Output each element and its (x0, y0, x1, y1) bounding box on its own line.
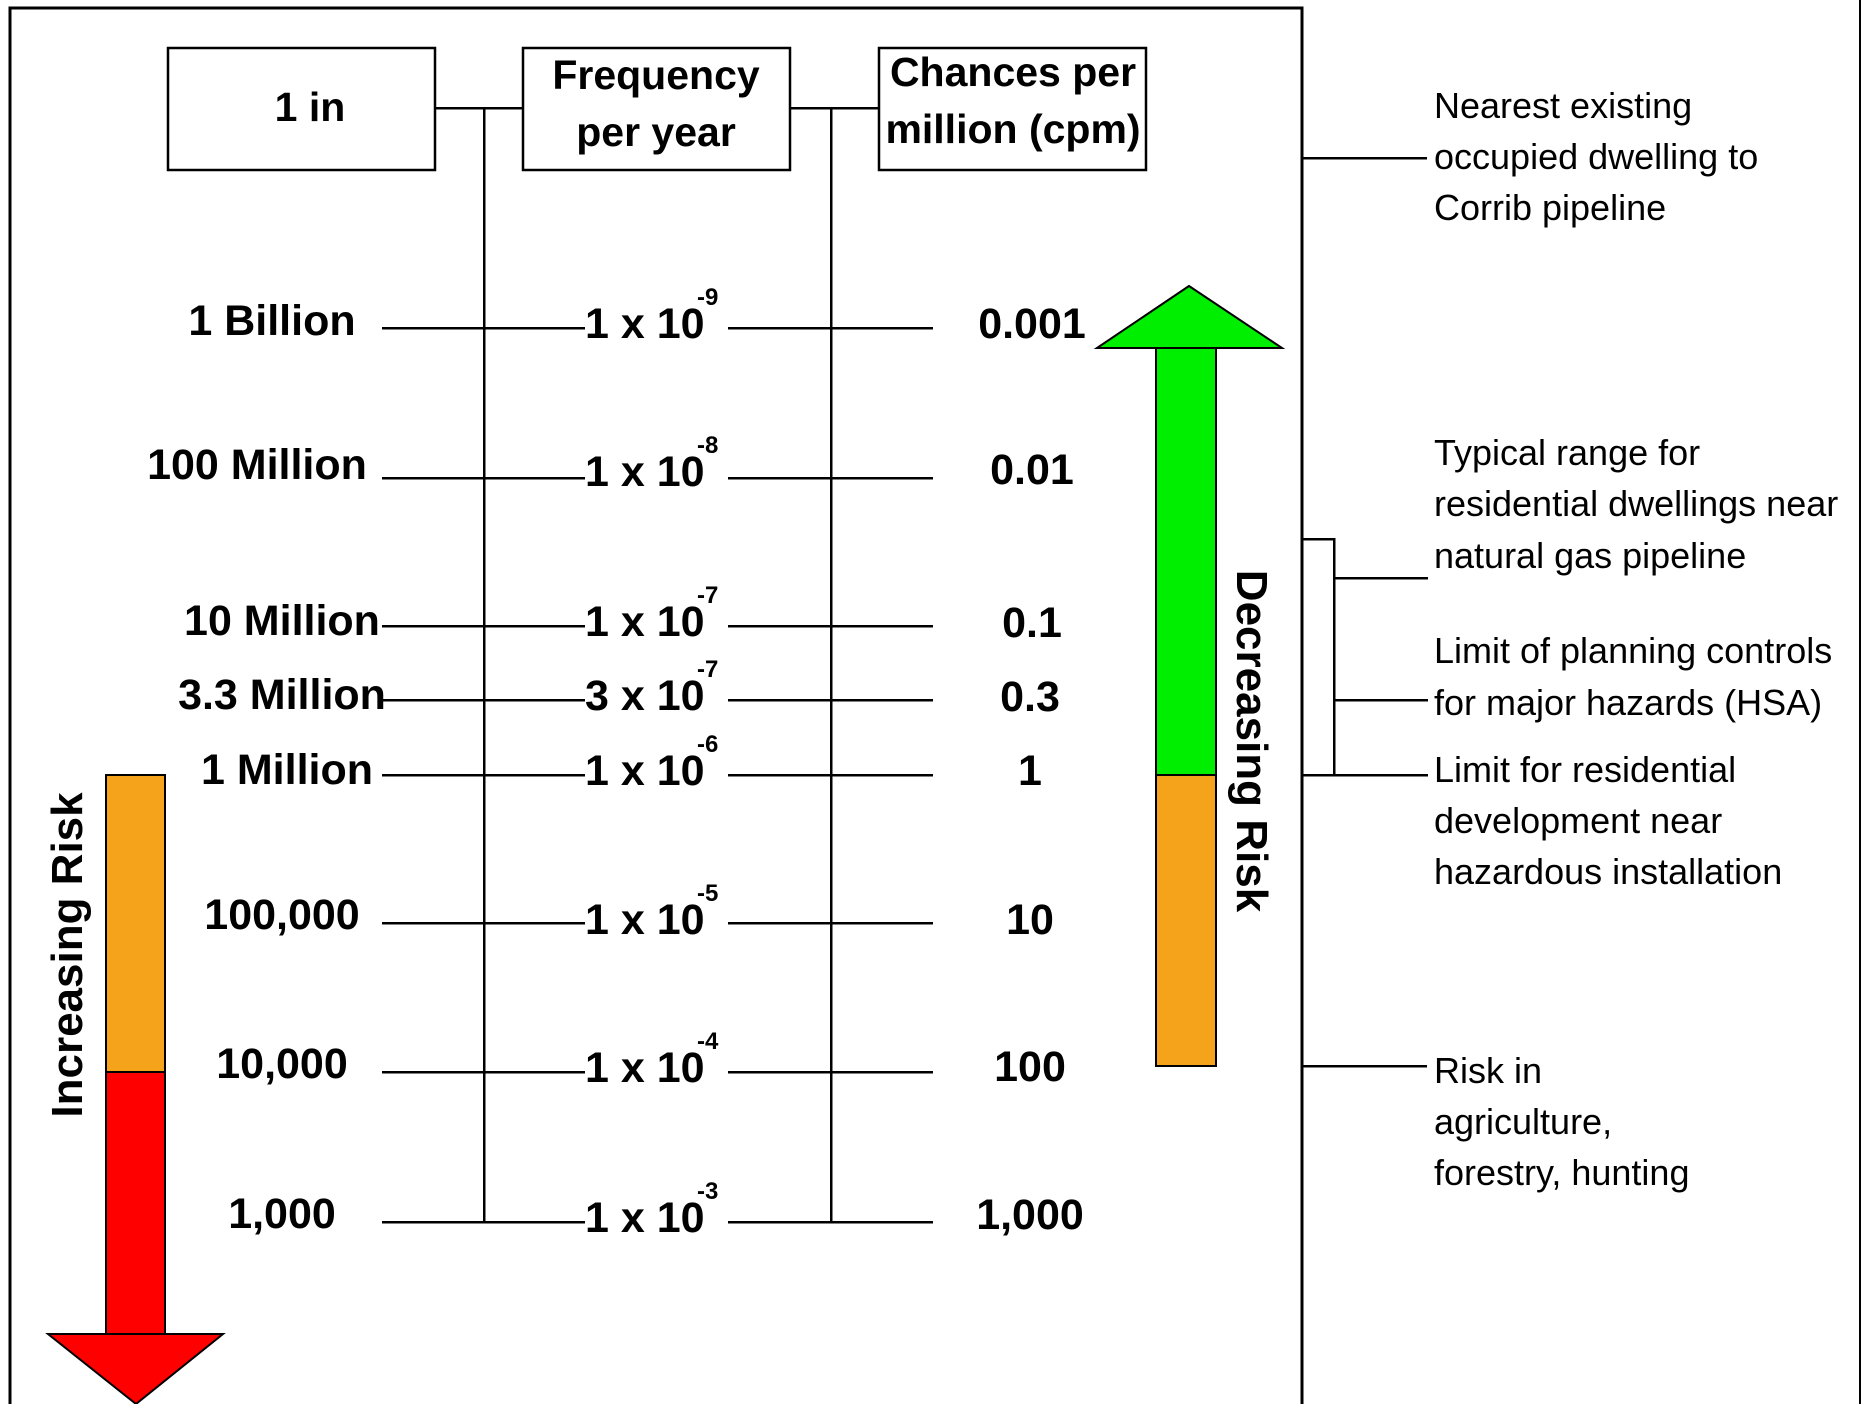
row-frequency-exponent: -7 (697, 582, 718, 609)
row-cpm-value: 1 (1018, 747, 1042, 795)
annotation-line: hazardous installation (1434, 851, 1782, 892)
header-cpm-line2: million (cpm) (885, 106, 1140, 152)
row-cpm-value: 100 (994, 1043, 1066, 1091)
row-frequency-base: 1 x 10 (585, 448, 705, 496)
scale-row: 1,000 1 x 10 -3 1,000 (228, 1178, 1084, 1242)
scale-row: 3.3 Million 3 x 10 -7 0.3 (178, 656, 1060, 721)
scale-row: 10 Million 1 x 10 -7 0.1 (184, 582, 1062, 647)
row-one-in-label: 1,000 (228, 1190, 336, 1238)
header-box-frequency (521, 46, 792, 172)
scale-row: 10,000 1 x 10 -4 100 (216, 1028, 1066, 1092)
header-frequency-line2: per year (576, 109, 736, 155)
scale-row: 100 Million 1 x 10 -8 0.01 (147, 432, 1074, 496)
row-frequency-exponent: -9 (697, 284, 718, 311)
row-frequency-exponent: -5 (697, 880, 718, 907)
annotation-residential-limit: Limit for residential development near h… (1434, 749, 1782, 892)
decreasing-risk-arrow (1093, 284, 1286, 1067)
row-frequency-base: 1 x 10 (585, 1194, 705, 1242)
increasing-arrow-red-segment (105, 1071, 166, 1335)
annotation-line: agriculture, (1434, 1101, 1612, 1142)
scale-panel-frame (8, 6, 1304, 1404)
row-frequency-base: 1 x 10 (585, 300, 705, 348)
annotation-nearest-dwelling: Nearest existing occupied dwelling to Co… (1434, 85, 1758, 228)
row-frequency-exponent: -3 (697, 1178, 718, 1205)
row-one-in-label: 1 Billion (188, 297, 355, 345)
header-cpm-line1: Chances per (890, 49, 1136, 95)
annotation-line: residential dwellings near (1434, 483, 1838, 524)
increasing-arrow-head (45, 1333, 226, 1404)
annotation-line: Corrib pipeline (1434, 187, 1666, 228)
decreasing-arrow-green-segment (1155, 347, 1217, 776)
annotation-agriculture-risk: Risk in agriculture, forestry, hunting (1434, 1050, 1689, 1193)
row-one-in-label: 10,000 (216, 1040, 348, 1088)
annotation-line: Nearest existing (1434, 85, 1692, 126)
row-cpm-value: 10 (1006, 896, 1054, 944)
decreasing-arrow-orange-segment (1155, 774, 1217, 1067)
row-frequency-exponent: -8 (697, 432, 718, 459)
row-frequency-exponent: -6 (697, 731, 718, 758)
header-one-in: 1 in (275, 84, 346, 130)
header-box-one-in (166, 46, 437, 172)
row-frequency-base: 1 x 10 (585, 896, 705, 944)
bracket-typical-range (1302, 537, 1336, 777)
header-row: 1 in Frequency per year Chances per mill… (166, 46, 1148, 172)
row-frequency-exponent: -7 (697, 656, 718, 683)
row-cpm-value: 0.001 (978, 300, 1086, 348)
annotation-line: for major hazards (HSA) (1434, 682, 1822, 723)
row-one-in-label: 1 Million (201, 746, 373, 794)
increasing-risk-label: Increasing Risk (43, 792, 92, 1118)
row-frequency-base: 1 x 10 (585, 598, 705, 646)
annotation-leaders (1302, 156, 1428, 1068)
row-cpm-value: 1,000 (976, 1191, 1084, 1239)
scale-row: 1 Million 1 x 10 -6 1 (201, 731, 1042, 795)
header-frequency-line1: Frequency (552, 52, 760, 98)
annotation-planning-limit: Limit of planning controls for major haz… (1434, 630, 1832, 723)
row-one-in-label: 10 Million (184, 597, 380, 645)
annotation-line: Limit for residential (1434, 749, 1736, 790)
row-one-in-label: 100 Million (147, 441, 367, 489)
annotation-line: development near (1434, 800, 1722, 841)
row-frequency-base: 1 x 10 (585, 747, 705, 795)
row-cpm-value: 0.3 (1000, 673, 1060, 721)
scale-rows: 1 Billion 1 x 10 -9 0.001 100 Million 1 … (147, 284, 1086, 1242)
annotation-line: Risk in (1434, 1050, 1542, 1091)
annotation-line: occupied dwelling to (1434, 136, 1758, 177)
decreasing-arrow-head (1093, 284, 1286, 349)
annotation-line: forestry, hunting (1434, 1152, 1689, 1193)
row-one-in-label: 3.3 Million (178, 671, 386, 719)
increasing-arrow-orange-segment (105, 774, 166, 1073)
row-frequency-exponent: -4 (697, 1028, 719, 1055)
increasing-risk-arrow (45, 774, 226, 1404)
row-cpm-value: 0.01 (990, 446, 1074, 494)
row-one-in-label: 100,000 (204, 891, 359, 939)
scale-row: 100,000 1 x 10 -5 10 (204, 880, 1054, 944)
annotation-line: Limit of planning controls (1434, 630, 1832, 671)
scale-row: 1 Billion 1 x 10 -9 0.001 (188, 284, 1085, 348)
row-cpm-value: 0.1 (1002, 599, 1062, 647)
annotation-typical-range: Typical range for residential dwellings … (1434, 432, 1838, 576)
annotation-line: natural gas pipeline (1434, 535, 1746, 576)
row-frequency-base: 3 x 10 (585, 672, 705, 720)
decreasing-risk-label: Decreasing Risk (1227, 570, 1276, 913)
row-frequency-base: 1 x 10 (585, 1044, 705, 1092)
annotation-line: Typical range for (1434, 432, 1700, 473)
